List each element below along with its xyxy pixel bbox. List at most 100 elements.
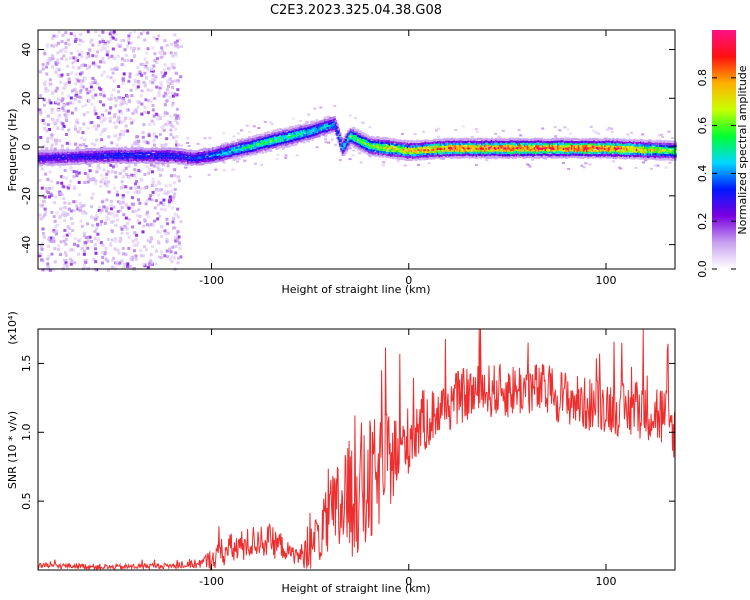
spectrogram-point — [376, 136, 379, 139]
spectrogram-point — [87, 150, 91, 154]
spectrogram-point — [149, 235, 153, 239]
spectrogram-point — [489, 138, 492, 141]
spectrogram-point — [162, 151, 165, 155]
spectrogram-point — [180, 155, 183, 159]
spectrogram-point — [416, 139, 419, 142]
spectrogram-point — [116, 148, 120, 151]
spectrogram-point — [413, 154, 416, 157]
spectrogram-point — [586, 151, 589, 154]
spectrogram-point — [402, 146, 405, 149]
spectrogram-point — [134, 163, 137, 167]
spectrogram-point — [108, 150, 111, 153]
spectrogram-point — [392, 140, 396, 143]
spectrogram-point — [438, 147, 441, 150]
spectrogram-point — [103, 221, 107, 225]
spectrogram-point — [572, 145, 575, 148]
spectrogram-point — [521, 138, 524, 141]
spectrogram-point — [147, 161, 150, 164]
spectrogram-point — [45, 147, 49, 151]
spectrogram-point — [104, 155, 107, 158]
spectrogram-point — [156, 212, 160, 215]
spectrogram-point — [361, 143, 364, 146]
spectrogram-point — [278, 141, 281, 145]
spectrogram-point — [68, 257, 72, 261]
spectrogram-point — [125, 150, 128, 153]
spectrogram-point — [40, 167, 44, 171]
spectrogram-point — [517, 150, 520, 154]
spectrogram-point — [517, 137, 520, 141]
spectrogram-point — [144, 186, 148, 190]
spectrogram-point — [47, 154, 51, 157]
spectrogram-point — [60, 157, 63, 161]
spectrogram-point — [278, 140, 281, 143]
spectrogram-point — [554, 138, 557, 141]
spectrogram-point — [338, 132, 342, 135]
spectrogram-point — [540, 154, 543, 157]
spectrogram-point — [41, 203, 45, 207]
spectrogram-point — [127, 149, 131, 152]
spectrogram-point — [239, 143, 242, 146]
spectrogram-point — [84, 144, 88, 148]
spectrogram-point — [588, 155, 592, 158]
spectrogram-point — [307, 140, 310, 143]
spectrogram-point — [256, 137, 259, 140]
spectrogram-point — [142, 148, 146, 151]
spectrogram-point — [75, 204, 79, 208]
spectrogram-point — [145, 148, 149, 151]
spectrogram-point — [130, 59, 134, 63]
spectrogram-point — [267, 140, 270, 143]
spectrogram-point — [115, 143, 119, 147]
spectrogram-point — [559, 153, 563, 156]
spectrogram-point — [166, 231, 170, 235]
spectrogram-point — [104, 47, 108, 51]
spectrogram-point — [169, 123, 173, 127]
spectrogram-point — [461, 142, 465, 145]
spectrogram-point — [363, 140, 367, 143]
spectrogram-point — [412, 151, 415, 154]
spectrogram-point — [479, 153, 483, 156]
spectrogram-point — [60, 181, 64, 185]
spectrogram-point — [408, 146, 411, 149]
spectrogram-point — [54, 153, 57, 156]
spectrogram-point — [90, 161, 93, 164]
spectrogram-point — [363, 137, 367, 140]
spectrogram-point — [105, 184, 109, 188]
spectrogram-point — [500, 156, 503, 159]
spectrogram-point — [160, 71, 164, 75]
spectrogram-point — [438, 156, 441, 159]
spectrogram-point — [508, 149, 512, 152]
spectrogram-point — [482, 150, 485, 154]
spectrogram-point — [450, 147, 454, 150]
spectrogram-point — [576, 146, 579, 150]
spectrogram-point — [446, 149, 449, 152]
spectrogram-point — [403, 139, 407, 142]
spectrogram-point — [477, 137, 480, 141]
spectrogram-point — [165, 43, 169, 47]
spectrogram-point — [166, 119, 170, 123]
spectrogram-point — [394, 143, 397, 147]
spectrogram-point — [209, 154, 212, 157]
spectrogram-point — [229, 151, 233, 154]
spectrogram-point — [384, 155, 387, 158]
spectrogram-point — [400, 133, 404, 135]
spectrogram-point — [83, 157, 86, 160]
spectrogram-point — [146, 266, 150, 269]
spectrogram-point — [170, 152, 173, 155]
spectrogram-point — [264, 150, 267, 153]
spectrogram-point — [94, 260, 98, 264]
spectrogram-point — [86, 222, 89, 226]
spectrogram-point — [63, 169, 67, 172]
spectrogram-point — [265, 134, 269, 138]
spectrogram-point — [116, 137, 120, 141]
spectrogram-point — [240, 154, 244, 157]
spectrogram-point — [405, 149, 408, 153]
spectrogram-point — [80, 204, 84, 208]
spectrogram-point — [150, 198, 154, 202]
spectrogram-point — [351, 139, 354, 143]
spectrogram-point — [236, 154, 240, 157]
spectrogram-point — [492, 138, 495, 142]
spectrogram-point — [544, 142, 547, 146]
spectrogram-point — [118, 159, 121, 162]
spectrogram-point — [80, 247, 84, 251]
spectrogram-point — [340, 145, 343, 148]
